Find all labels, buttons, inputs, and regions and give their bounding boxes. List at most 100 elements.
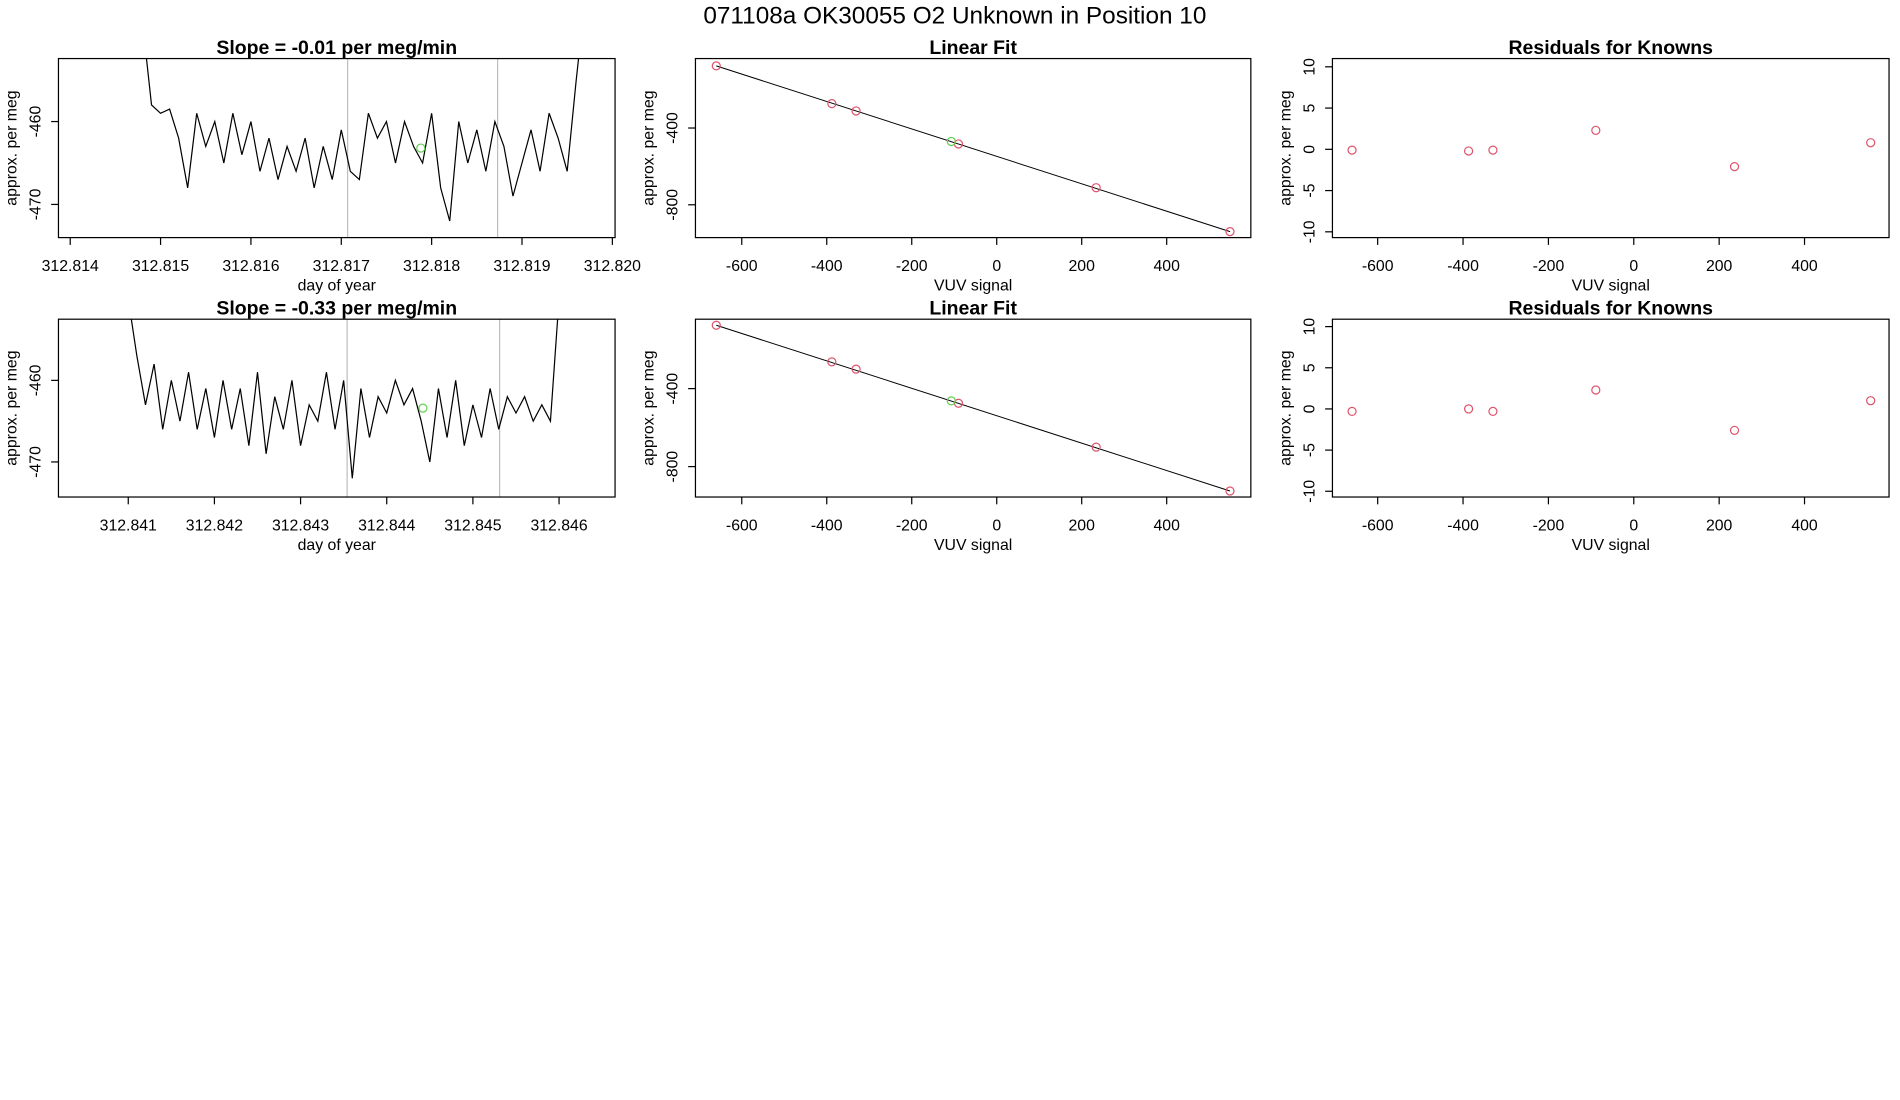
- y-tick-label: -5: [1302, 183, 1319, 197]
- data-point: [827, 99, 837, 109]
- x-axis-label: VUV signal: [934, 537, 1012, 554]
- x-tick-label: -600: [1362, 258, 1394, 275]
- data-point: [1463, 146, 1474, 156]
- x-tick-label: 400: [1791, 258, 1818, 275]
- x-tick-label: -200: [896, 258, 928, 275]
- x-tick-label: 312.844: [358, 517, 415, 534]
- data-point: [1225, 227, 1235, 237]
- plot-area: [145, 58, 580, 238]
- x-tick-label: 312.820: [584, 258, 641, 275]
- plot-frame: [57, 318, 616, 498]
- x-tick-label: 312.817: [313, 258, 370, 275]
- data-point: [1225, 486, 1235, 496]
- plot-area: [130, 319, 559, 498]
- y-tick-label: -470: [28, 188, 45, 220]
- panel: Residuals for Knowns VUV signal approx. pe…: [1277, 37, 1890, 295]
- y-tick-label: -5: [1302, 443, 1319, 457]
- data-point: [1091, 183, 1101, 193]
- data-point: [1347, 145, 1357, 155]
- panel: Linear Fit VUV signal approx. per meg -600 -…: [640, 37, 1252, 295]
- x-tick-label: -400: [811, 517, 843, 534]
- panel: Slope = -0.33 per meg/min day of year appr…: [3, 298, 616, 554]
- x-tick-label: 0: [992, 517, 1001, 534]
- x-tick-label: 400: [1791, 517, 1818, 534]
- y-axis-label: approx. per meg: [3, 90, 20, 205]
- x-tick-label: 0: [1629, 517, 1638, 534]
- x-tick-label: 312.816: [222, 258, 279, 275]
- x-tick-label: 312.815: [132, 258, 189, 275]
- x-tick-label: 200: [1706, 517, 1733, 534]
- x-tick-label: -200: [1533, 517, 1565, 534]
- data-point: [711, 320, 721, 330]
- x-tick-label: -600: [726, 258, 758, 275]
- x-tick-label: 0: [992, 258, 1001, 275]
- data-point: [1866, 396, 1876, 406]
- highlight-point: [946, 136, 956, 147]
- x-tick-label: 200: [1068, 258, 1095, 275]
- data-line: [130, 319, 559, 479]
- y-tick-label: 5: [1302, 103, 1319, 112]
- x-tick-label: 200: [1706, 258, 1733, 275]
- panel: Residuals for Knowns VUV signal approx. pe…: [1277, 298, 1890, 554]
- x-tick-label: 312.842: [186, 517, 243, 534]
- data-point: [1488, 406, 1498, 417]
- data-point: [1488, 145, 1498, 155]
- figure-title: 071108a OK30055 O2 Unknown in Position 1…: [703, 3, 1206, 30]
- y-tick-label: -400: [665, 373, 682, 405]
- x-tick-label: 312.843: [272, 517, 329, 534]
- data-point: [1729, 425, 1740, 435]
- plot-area: [711, 320, 1235, 496]
- panel-title: Linear Fit: [929, 37, 1017, 59]
- x-axis-label: VUV signal: [1572, 278, 1650, 295]
- data-line: [145, 58, 580, 222]
- plot-area: [1347, 385, 1876, 435]
- data-point: [711, 61, 721, 71]
- y-tick-label: -800: [665, 189, 682, 221]
- plot-frame: [1331, 57, 1890, 239]
- panel-title: Slope = -0.33 per meg/min: [216, 298, 457, 320]
- plot-frame: [1331, 318, 1890, 498]
- x-axis-label: day of year: [298, 537, 377, 554]
- y-axis-label: approx. per meg: [1277, 350, 1294, 465]
- plot-area: [711, 61, 1235, 237]
- x-tick-label: 312.845: [444, 517, 501, 534]
- panel-title: Linear Fit: [929, 298, 1017, 320]
- y-tick-label: -10: [1302, 480, 1319, 503]
- x-tick-label: 312.841: [100, 517, 157, 534]
- plot-area: [1347, 125, 1876, 172]
- y-tick-label: -460: [28, 106, 45, 138]
- panel-title: Slope = -0.01 per meg/min: [216, 37, 457, 59]
- data-point: [1591, 385, 1601, 395]
- x-tick-label: 400: [1153, 517, 1180, 534]
- x-tick-label: 400: [1153, 258, 1180, 275]
- data-point: [1347, 406, 1357, 417]
- x-tick-label: 312.819: [493, 258, 550, 275]
- x-tick-label: -200: [896, 517, 928, 534]
- highlight-point: [418, 403, 428, 413]
- data-point: [1091, 442, 1101, 452]
- plot-frame: [694, 57, 1252, 239]
- y-tick-label: -10: [1302, 220, 1319, 243]
- y-axis-label: approx. per meg: [640, 90, 657, 205]
- panel-title: Residuals for Knowns: [1509, 37, 1714, 59]
- x-tick-label: -600: [726, 517, 758, 534]
- y-tick-label: -800: [665, 451, 682, 483]
- data-point: [1463, 404, 1474, 414]
- highlight-point: [416, 143, 426, 153]
- x-tick-label: -400: [1447, 258, 1479, 275]
- y-tick-label: 5: [1302, 363, 1319, 372]
- x-tick-label: -600: [1362, 517, 1394, 534]
- fit-line: [716, 65, 1231, 233]
- y-tick-label: -460: [28, 364, 45, 396]
- y-tick-label: 10: [1302, 58, 1319, 76]
- y-tick-label: -400: [665, 112, 682, 144]
- y-axis-label: approx. per meg: [1277, 90, 1294, 205]
- panel: Slope = -0.01 per meg/min day of year appr…: [3, 37, 641, 295]
- x-tick-label: 0: [1629, 258, 1638, 275]
- x-axis-label: day of year: [298, 278, 377, 295]
- x-tick-label: 312.846: [530, 517, 587, 534]
- data-point: [851, 106, 861, 116]
